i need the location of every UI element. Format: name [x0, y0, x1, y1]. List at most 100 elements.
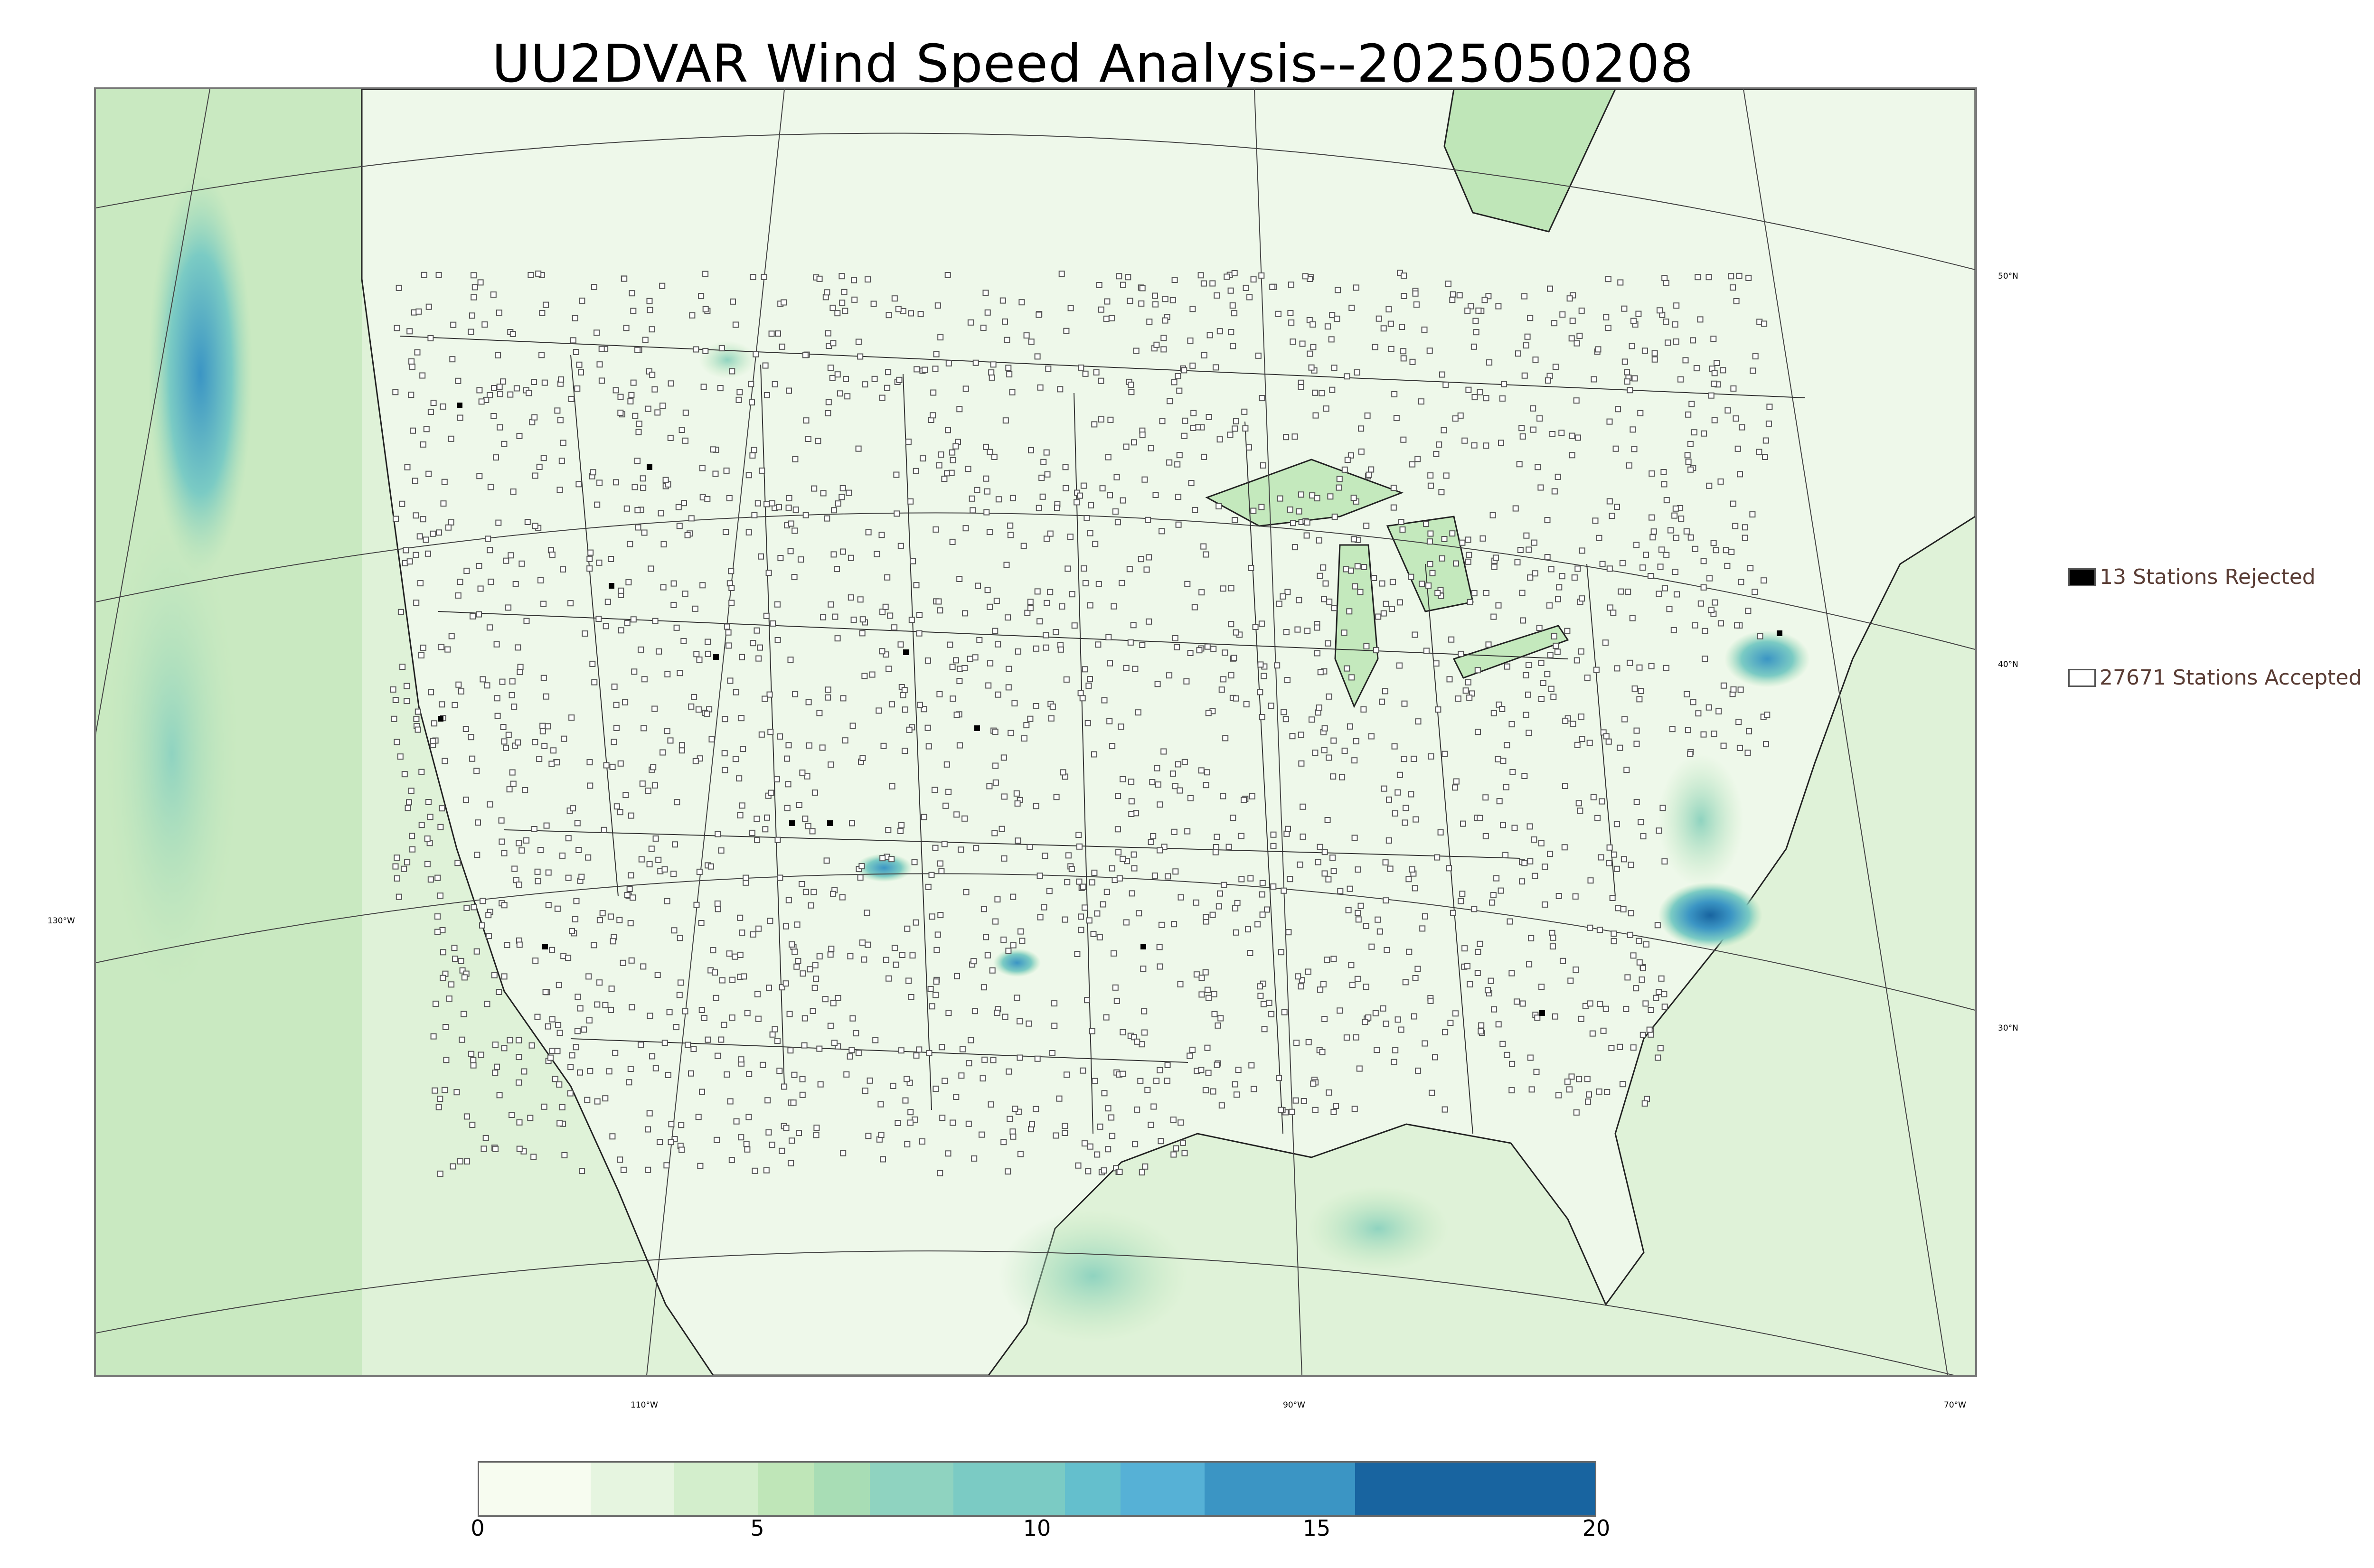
station-marker — [718, 847, 725, 854]
station-marker — [661, 866, 668, 873]
station-marker — [1105, 634, 1112, 640]
station-marker — [1227, 287, 1234, 294]
station-marker — [980, 1075, 986, 1082]
station-marker — [1215, 903, 1222, 910]
station-marker — [1337, 888, 1344, 894]
station-marker — [1017, 1054, 1023, 1061]
station-marker — [1509, 769, 1516, 775]
station-marker — [1663, 552, 1670, 558]
station-marker — [839, 548, 846, 555]
station-marker — [1096, 934, 1103, 940]
station-marker — [933, 526, 939, 533]
station-marker — [1111, 950, 1117, 957]
station-marker — [640, 484, 647, 491]
station-marker — [1067, 305, 1074, 311]
station-marker — [1514, 998, 1520, 1005]
station-marker — [1353, 1034, 1359, 1041]
station-marker — [1321, 596, 1327, 602]
station-marker — [1360, 706, 1367, 713]
station-marker — [1170, 1151, 1177, 1158]
station-marker — [1757, 633, 1763, 639]
station-marker — [1287, 876, 1293, 883]
station-marker — [561, 1152, 568, 1158]
station-marker — [427, 876, 434, 883]
station-marker — [984, 309, 991, 316]
station-marker — [761, 273, 767, 280]
station-marker — [608, 556, 614, 562]
station-marker — [813, 1132, 820, 1138]
station-marker — [739, 654, 745, 660]
colorbar-bin — [869, 1463, 953, 1515]
station-marker — [811, 789, 818, 796]
station-marker — [1181, 367, 1187, 374]
station-marker — [1428, 753, 1434, 760]
station-marker — [1036, 311, 1042, 318]
station-marker — [1630, 952, 1637, 959]
station-marker — [1577, 807, 1583, 814]
station-marker — [914, 366, 920, 373]
station-marker — [698, 920, 705, 926]
station-marker — [611, 739, 617, 745]
station-marker — [1346, 608, 1353, 615]
station-marker — [728, 585, 735, 591]
station-marker — [695, 706, 702, 713]
station-marker — [1085, 1168, 1092, 1174]
station-marker — [950, 1119, 956, 1126]
station-marker — [437, 1170, 443, 1177]
station-marker — [1561, 844, 1568, 851]
colorbar — [478, 1461, 1596, 1517]
station-marker — [1254, 921, 1261, 928]
station-marker — [1412, 290, 1419, 297]
station-marker — [1086, 917, 1093, 924]
station-marker — [688, 1070, 694, 1077]
station-marker — [612, 479, 619, 486]
station-marker — [1232, 517, 1238, 524]
station-marker — [1504, 663, 1510, 670]
station-marker — [787, 548, 794, 554]
station-marker — [999, 297, 1006, 304]
station-marker — [921, 706, 927, 713]
station-marker — [506, 786, 513, 793]
station-marker — [1674, 591, 1680, 598]
station-marker — [630, 379, 637, 386]
station-marker — [847, 1053, 853, 1060]
station-marker — [623, 505, 630, 512]
station-marker — [1120, 1029, 1126, 1035]
station-marker — [754, 991, 761, 997]
station-marker — [1710, 336, 1717, 342]
station-marker — [1512, 505, 1519, 512]
station-marker — [1636, 696, 1643, 703]
station-marker — [681, 500, 687, 507]
station-marker — [1175, 494, 1182, 500]
station-marker — [1257, 661, 1264, 668]
station-marker — [526, 390, 532, 396]
station-marker — [971, 1155, 978, 1162]
station-marker — [718, 345, 725, 352]
station-marker — [908, 994, 914, 1000]
station-marker — [1453, 560, 1459, 567]
station-marker — [1005, 948, 1012, 954]
station-marker — [642, 337, 649, 343]
station-marker — [1574, 565, 1581, 572]
legend-accepted: 27671 Stations Accepted — [2068, 666, 2362, 690]
station-marker — [699, 1089, 705, 1095]
station-marker — [590, 469, 596, 476]
station-marker — [1400, 436, 1407, 443]
station-marker — [754, 837, 761, 844]
station-marker — [557, 417, 564, 423]
station-marker — [705, 638, 711, 645]
map-frame[interactable] — [94, 87, 1977, 1377]
station-marker — [524, 519, 531, 525]
station-marker — [1067, 534, 1074, 540]
station-marker — [1283, 629, 1290, 636]
station-marker — [1499, 706, 1506, 712]
station-marker — [682, 1008, 688, 1014]
station-marker — [785, 742, 792, 749]
station-marker — [820, 614, 827, 620]
station-marker — [754, 500, 761, 507]
station-marker — [1402, 979, 1409, 986]
station-marker — [1287, 506, 1293, 513]
station-marker — [1422, 1040, 1428, 1047]
station-marker — [1573, 397, 1580, 404]
station-marker — [1548, 566, 1554, 573]
